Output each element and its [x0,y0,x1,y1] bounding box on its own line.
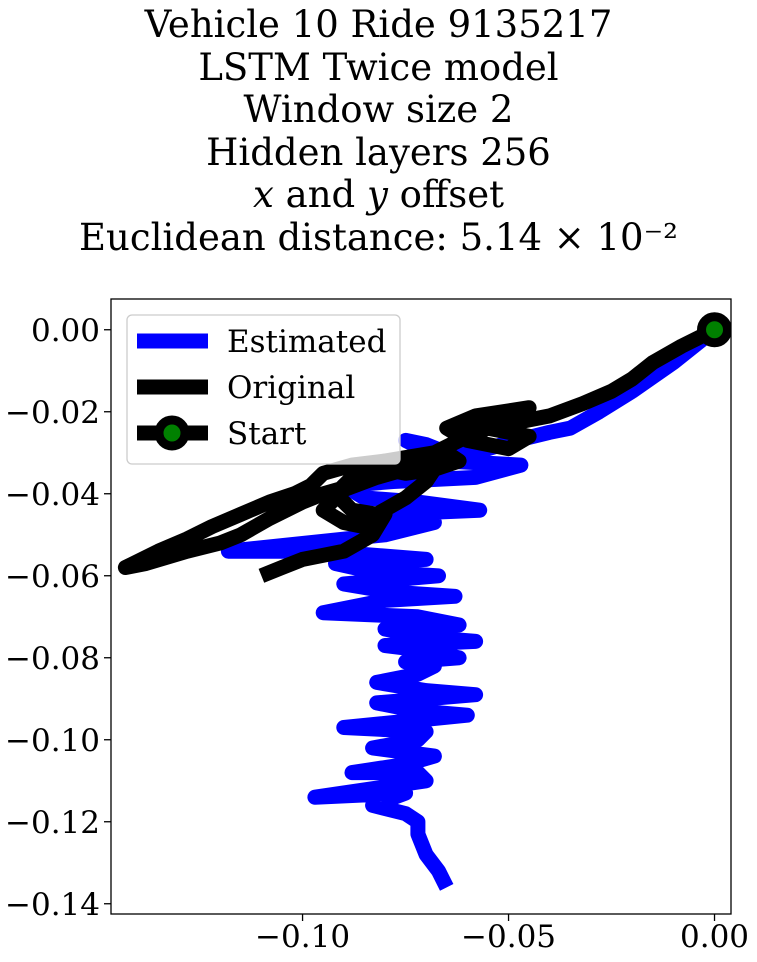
legend-start-marker [154,415,190,451]
legend-label-estimated: Estimated [227,324,386,360]
y-tick-label: −0.06 [5,559,100,595]
y-axis: 0.00 −0.02 −0.04 −0.06 −0.08 −0.10 −0.12 −0.14 [5,313,111,923]
series-line-estimated [220,323,720,891]
x-tick-label: 0.00 [680,919,749,955]
y-tick-label: 0.00 [31,313,100,349]
title-line-3: Window size 2 [243,88,514,131]
chart-title: Vehicle 10 Ride 9135217 LSTM Twice model… [0,3,757,259]
title-line-6: Euclidean distance: 5.14 × 10⁻² [79,215,678,259]
y-tick-label: −0.02 [5,395,100,431]
title-line-4: Hidden layers 256 [206,130,551,174]
y-tick-label: −0.10 [5,723,100,759]
y-tick-label: −0.04 [5,477,100,513]
series-line-original [117,323,718,583]
start-marker [697,312,731,348]
x-tick-label: −0.05 [461,919,556,955]
title-line-1: Vehicle 10 Ride 9135217 [144,3,613,46]
legend-label-original: Original [227,370,355,406]
legend: Estimated Original Start [126,314,401,465]
y-tick-label: −0.14 [5,887,100,923]
legend-label-start: Start [227,416,307,452]
title-line-5: x and y offset [253,173,504,216]
x-tick-label: −0.10 [255,919,350,955]
plot-frame [110,298,732,915]
y-tick-label: −0.12 [5,805,100,841]
y-tick-label: −0.08 [5,641,100,677]
x-axis: −0.10 −0.05 0.00 [255,914,749,955]
title-line-2: LSTM Twice model [198,45,559,89]
series-layer [117,312,731,891]
